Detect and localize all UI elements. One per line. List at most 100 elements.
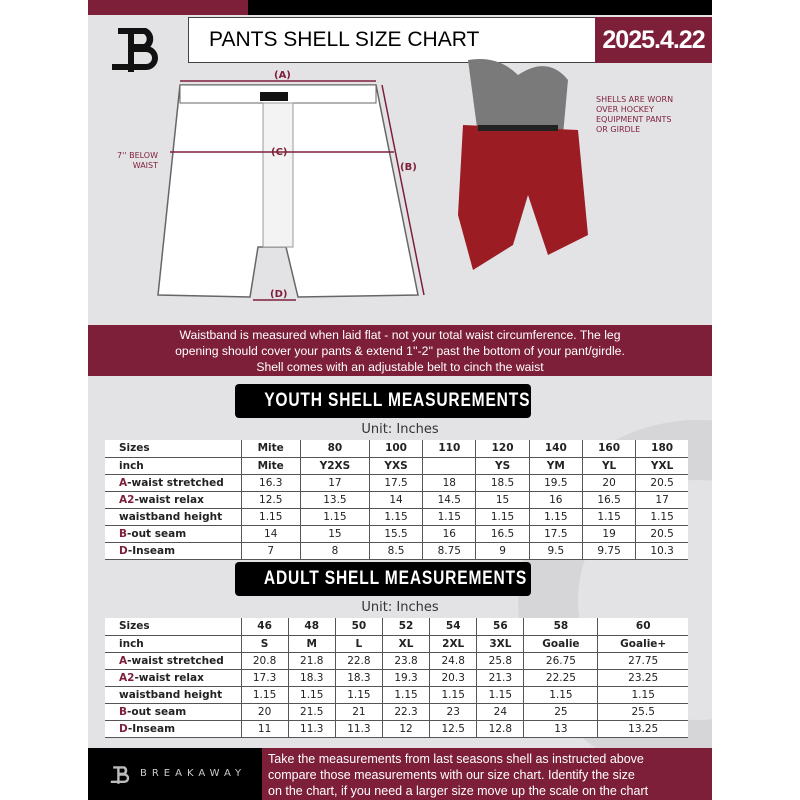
table-cell: 13.25 — [597, 720, 688, 738]
row-label-text: -out seam — [127, 527, 187, 540]
table-cell: 56 — [476, 618, 524, 636]
table-cell: 18.5 — [475, 474, 530, 492]
table-cell: 20.5 — [635, 474, 688, 492]
table-cell: 18 — [422, 474, 476, 492]
table-cell: 8.75 — [422, 542, 476, 560]
table-cell: Goalie+ — [597, 635, 688, 653]
row-label-text: -Inseam — [127, 544, 176, 557]
table-cell: 21.3 — [476, 669, 524, 687]
table-cell: 20 — [240, 703, 289, 721]
table-row: A2-waist relax 12.5 13.5 14 14.5 15 16 16.5 17 — [105, 491, 688, 509]
table-cell: 22.25 — [523, 669, 598, 687]
row-label-text: -waist stretched — [127, 654, 224, 667]
table-cell: 1.15 — [635, 508, 688, 526]
table-cell: 140 — [528, 440, 583, 458]
table-cell: 19.3 — [381, 669, 430, 687]
row-label: B-out seam — [105, 525, 241, 543]
table-cell: 17.5 — [368, 474, 423, 492]
table-cell: 1.15 — [422, 508, 476, 526]
table-row: waistband height 1.15 1.15 1.15 1.15 1.15 1.15… — [105, 508, 688, 526]
table-cell: 1.15 — [299, 508, 370, 526]
table-cell: 1.15 — [597, 686, 688, 704]
page-title: PANTS SHELL SIZE CHART — [188, 17, 596, 63]
table-cell: 80 — [299, 440, 370, 458]
measure-key: D — [119, 544, 128, 557]
table-cell: 16 — [528, 491, 583, 509]
table-cell: 24.8 — [429, 652, 477, 670]
table-cell: 17.3 — [240, 669, 289, 687]
table-cell: 25.8 — [476, 652, 524, 670]
table-cell: 15 — [475, 491, 530, 509]
table-cell: 26.75 — [523, 652, 598, 670]
table-cell: 11 — [240, 720, 289, 738]
label-b: (B) — [400, 162, 417, 173]
table-row: Sizes 46 48 50 52 54 56 58 60 — [105, 618, 688, 636]
table-cell: 46 — [240, 618, 289, 636]
table-cell: 160 — [581, 440, 636, 458]
table-cell: 58 — [523, 618, 598, 636]
table-cell: 23.25 — [597, 669, 688, 687]
youth-size-table: Sizes Mite 80 100 110 120 140 160 180 inch Mite Y2X… — [105, 440, 688, 560]
table-cell: 60 — [597, 618, 688, 636]
table-row: D-Inseam 11 11.3 11.3 12 12.5 12.8 13 13.25 — [105, 720, 688, 738]
row-label-text: waistband height — [119, 688, 223, 701]
measure-key: A2 — [119, 671, 135, 684]
table-cell: 20.3 — [429, 669, 477, 687]
footer-line: compare those measurements with our size… — [268, 768, 635, 782]
table-row: Sizes Mite 80 100 110 120 140 160 180 — [105, 440, 688, 458]
table-cell: 17 — [299, 474, 370, 492]
pants-diagram — [157, 80, 425, 301]
table-cell: S — [240, 635, 289, 653]
table-cell: 20.8 — [240, 652, 289, 670]
table-cell: XL — [381, 635, 430, 653]
table-row: B-out seam 20 21.5 21 22.3 23 24 25 25.5 — [105, 703, 688, 721]
row-label-text: Sizes — [119, 442, 150, 455]
table-cell: 24 — [476, 703, 524, 721]
table-cell: 20.5 — [635, 525, 688, 543]
table-cell: YS — [475, 457, 530, 475]
row-label: inch — [105, 635, 241, 653]
row-label-text: inch — [119, 459, 144, 472]
table-cell: 13.5 — [299, 491, 370, 509]
measure-key: B — [119, 527, 128, 540]
table-cell: 9.5 — [528, 542, 583, 560]
youth-section-title-text: YOUTH SHELL MEASUREMENTS — [264, 390, 531, 411]
table-cell: 14 — [240, 525, 301, 543]
row-label-text: -out seam — [127, 705, 187, 718]
row-label: waistband height — [105, 508, 241, 526]
table-cell: 1.15 — [287, 686, 336, 704]
table-cell: 100 — [368, 440, 423, 458]
footer-line: on the chart, if you need a larger size … — [268, 784, 649, 798]
table-cell: 52 — [381, 618, 430, 636]
table-cell: M — [287, 635, 336, 653]
table-cell: 22.8 — [334, 652, 383, 670]
row-label-text: Sizes — [119, 620, 150, 633]
row-label: inch — [105, 457, 241, 475]
shell-note: SHELLS ARE WORN OVER HOCKEY EQUIPMENT PA… — [596, 95, 674, 134]
table-cell: 1.15 — [429, 686, 477, 704]
table-cell: 54 — [429, 618, 477, 636]
youth-section-title: YOUTH SHELL MEASUREMENTS — [235, 384, 531, 418]
table-cell: 13 — [523, 720, 598, 738]
row-label-text: -waist relax — [134, 671, 204, 684]
table-cell: 27.75 — [597, 652, 688, 670]
footer-instructions: Take the measurements from last seasons … — [262, 748, 712, 800]
table-row: D-Inseam 7 8 8.5 8.75 9 9.5 9.75 10.3 — [105, 542, 688, 560]
row-label: B-out seam — [105, 703, 241, 721]
table-cell: 8 — [299, 542, 370, 560]
table-cell: 10.3 — [635, 542, 688, 560]
table-cell: 11.3 — [287, 720, 336, 738]
measure-key: B — [119, 705, 128, 718]
pants-shell-photo — [458, 59, 588, 270]
table-cell: 25.5 — [597, 703, 688, 721]
table-cell: YXL — [635, 457, 688, 475]
table-cell: 3XL — [476, 635, 524, 653]
table-cell: 15.5 — [368, 525, 423, 543]
table-cell: 18.3 — [334, 669, 383, 687]
measuring-instructions-banner: Waistband is measured when laid flat - n… — [88, 325, 712, 376]
banner-line: opening should cover your pants & extend… — [175, 344, 625, 358]
row-label: Sizes — [105, 440, 241, 458]
table-cell: 12.8 — [476, 720, 524, 738]
below-waist-note: 7'' BELOW WAIST — [117, 151, 158, 170]
table-cell: 14 — [368, 491, 423, 509]
